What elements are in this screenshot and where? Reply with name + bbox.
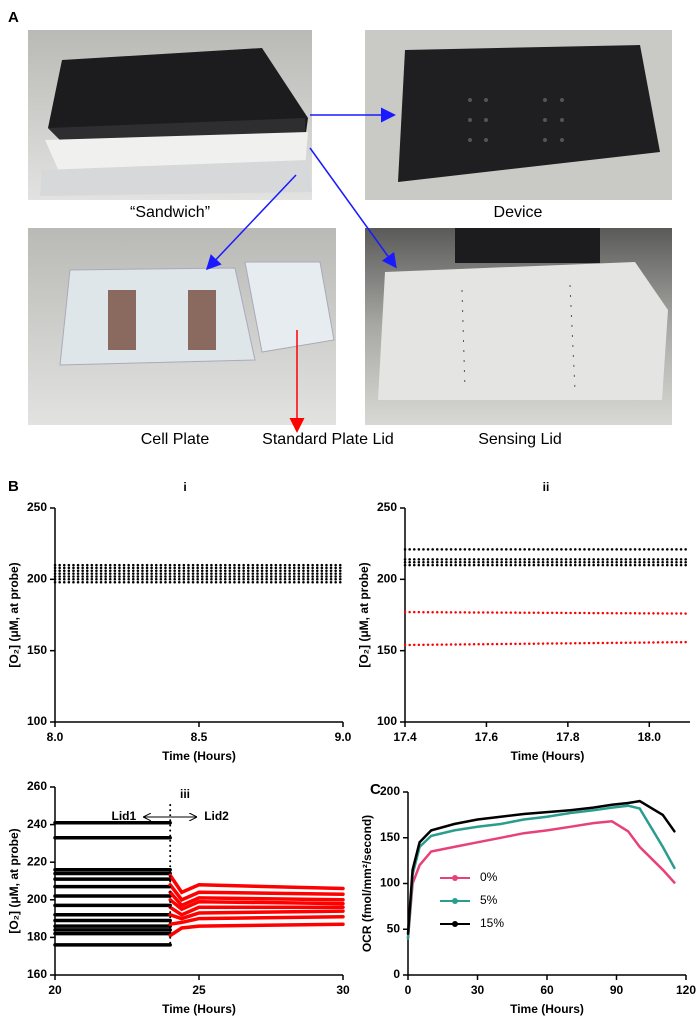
legend-label: 5% — [480, 893, 498, 907]
x-tick-label: 30 — [471, 983, 485, 997]
y-tick-label: 50 — [387, 921, 401, 935]
x-tick-label: 8.5 — [191, 730, 208, 744]
y-tick-label: 150 — [27, 643, 47, 657]
series-line — [168, 883, 345, 902]
series-line — [406, 799, 676, 936]
series-line — [168, 873, 345, 895]
y-axis-title: [O₂] (μM, at probe) — [357, 562, 371, 667]
series-line — [168, 914, 345, 926]
x-axis-title: Time (Hours) — [510, 1002, 584, 1016]
series-line — [168, 898, 345, 912]
x-tick-label: 17.8 — [556, 730, 580, 744]
legend-label: 15% — [480, 916, 504, 930]
caption: “Sandwich” — [130, 204, 210, 221]
panel-label: C — [370, 781, 381, 798]
x-tick-label: 30 — [336, 983, 350, 997]
y-tick-label: 260 — [27, 779, 47, 793]
caption: Cell Plate — [141, 431, 210, 448]
y-tick-label: 180 — [27, 930, 47, 944]
series-line — [403, 610, 692, 615]
y-tick-label: 240 — [27, 817, 47, 831]
series-line — [406, 804, 676, 940]
y-tick-label: 100 — [380, 876, 400, 890]
y-tick-label: 0 — [393, 967, 400, 981]
series-line — [168, 905, 345, 917]
x-tick-label: 18.0 — [638, 730, 662, 744]
y-tick-label: 200 — [27, 572, 47, 586]
legend-marker — [452, 898, 458, 904]
caption: Device — [494, 204, 543, 221]
chart-title: iii — [180, 787, 190, 801]
chart-title: ii — [543, 480, 550, 494]
y-tick-label: 100 — [377, 714, 397, 728]
y-axis-title: [O₂] (μM, at probe) — [7, 828, 21, 933]
y-tick-label: 150 — [377, 643, 397, 657]
x-tick-label: 20 — [48, 983, 62, 997]
x-axis-title: Time (Hours) — [162, 1002, 236, 1016]
series-line — [168, 890, 345, 908]
x-tick-label: 90 — [610, 983, 624, 997]
y-tick-label: 250 — [27, 500, 47, 514]
x-tick-label: 17.4 — [393, 730, 417, 744]
x-axis-title: Time (Hours) — [162, 749, 236, 763]
legend-label: 0% — [480, 870, 498, 884]
y-tick-label: 250 — [377, 500, 397, 514]
caption: Sensing Lid — [478, 431, 562, 448]
annotation: Lid1 — [112, 809, 137, 823]
y-tick-label: 100 — [27, 714, 47, 728]
x-tick-label: 8.0 — [47, 730, 64, 744]
series-line — [168, 909, 345, 921]
x-axis-title: Time (Hours) — [511, 749, 585, 763]
photo — [365, 228, 672, 425]
y-tick-label: 200 — [380, 784, 400, 798]
series-line — [168, 922, 345, 938]
x-tick-label: 25 — [192, 983, 206, 997]
x-tick-label: 9.0 — [335, 730, 352, 744]
x-tick-label: 120 — [676, 983, 696, 997]
caption: Standard Plate Lid — [262, 431, 394, 448]
y-tick-label: 220 — [27, 854, 47, 868]
y-axis-title: OCR (fmol/mm²/second) — [360, 815, 374, 952]
arrows — [205, 107, 397, 433]
panel-label: A — [8, 9, 19, 26]
y-tick-label: 200 — [377, 572, 397, 586]
legend-marker — [452, 875, 458, 881]
x-tick-label: 17.6 — [475, 730, 499, 744]
photo — [28, 228, 336, 425]
series-line — [406, 820, 676, 940]
x-tick-label: 0 — [405, 983, 412, 997]
series-line — [403, 640, 692, 647]
panel-label: B — [8, 478, 19, 495]
photo — [365, 30, 672, 200]
y-tick-label: 150 — [380, 830, 400, 844]
chart-title: i — [183, 480, 186, 494]
photo — [28, 30, 312, 200]
x-tick-label: 60 — [540, 983, 554, 997]
y-axis-title: [O₂] (μM, at probe) — [7, 562, 21, 667]
legend-marker — [452, 921, 458, 927]
annotation: Lid2 — [204, 809, 229, 823]
y-tick-label: 200 — [27, 892, 47, 906]
y-tick-label: 160 — [27, 967, 47, 981]
